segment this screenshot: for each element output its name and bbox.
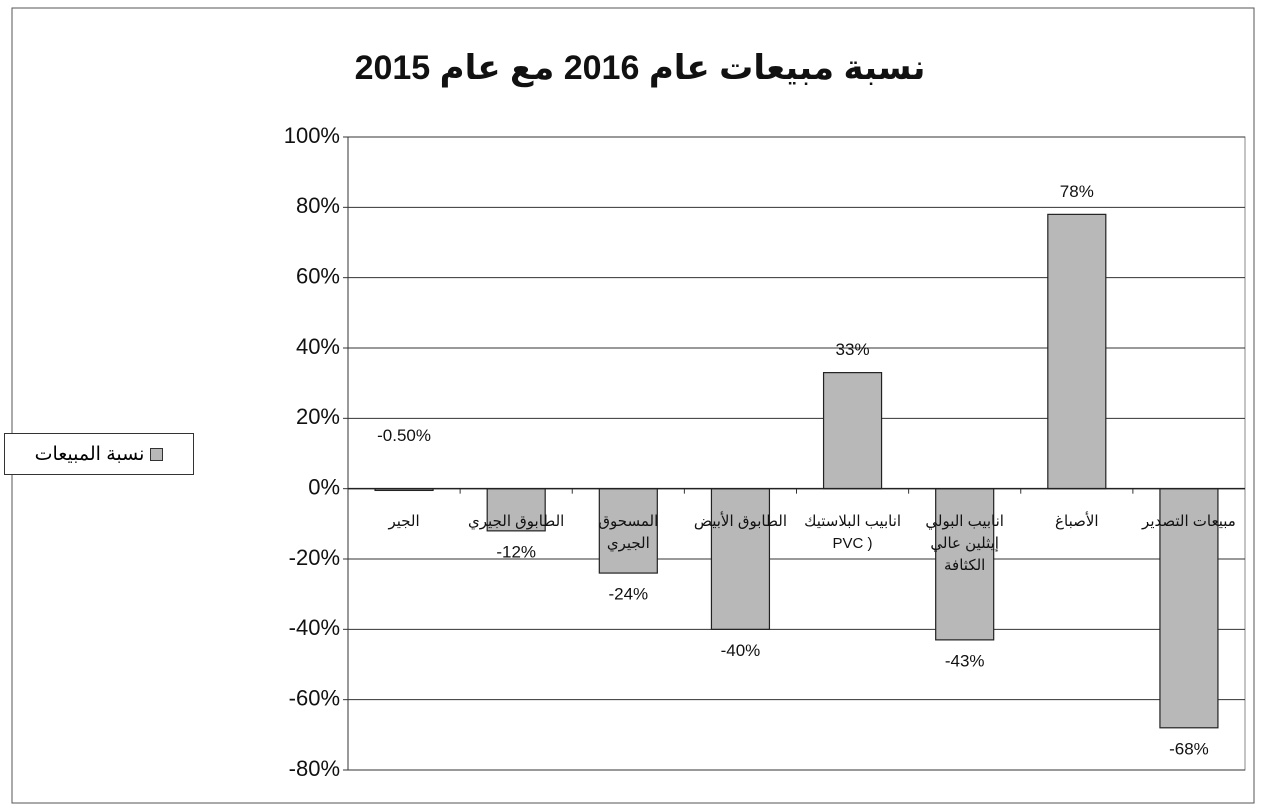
chart-frame bbox=[11, 7, 1255, 804]
x-tick-label: انابيب البلاستيك ( PVC bbox=[804, 512, 902, 552]
plot-area bbox=[347, 136, 1246, 771]
x-tick-label: المسحوق الجيري bbox=[598, 512, 659, 552]
data-label: -40% bbox=[721, 641, 761, 660]
bar bbox=[1047, 213, 1107, 490]
data-label: -0.50% bbox=[377, 426, 431, 445]
data-label: -12% bbox=[496, 542, 536, 561]
x-tick-label: الجير bbox=[388, 512, 420, 530]
y-tick-label: 80% bbox=[296, 193, 340, 218]
y-tick-label: 0% bbox=[308, 474, 340, 499]
bar bbox=[598, 488, 658, 574]
y-tick-label: -40% bbox=[289, 615, 340, 640]
x-tick-label: انابيب البولي إيثلين عالي الكثافة bbox=[925, 512, 1004, 574]
y-tick-label: 20% bbox=[296, 404, 340, 429]
data-label: 78% bbox=[1060, 182, 1094, 201]
y-tick-label: 60% bbox=[296, 263, 340, 288]
x-tick-label: الطابوق الجيري bbox=[468, 512, 565, 530]
data-label: -43% bbox=[945, 651, 985, 670]
y-tick-label: -80% bbox=[289, 756, 340, 781]
y-tick-label: -20% bbox=[289, 545, 340, 570]
y-tick-label: 100% bbox=[284, 123, 340, 148]
bar bbox=[1159, 488, 1219, 729]
chart-title: نسبة مبيعات عام 2016 مع عام 2015 bbox=[355, 49, 926, 88]
bar bbox=[822, 372, 883, 490]
x-tick-label: الطابوق الأبيض bbox=[693, 512, 788, 530]
legend-swatch bbox=[150, 447, 164, 461]
x-tick-label: الأصباغ bbox=[1055, 512, 1099, 530]
y-tick-label: -60% bbox=[289, 685, 340, 710]
legend: نسبة المبيعات bbox=[4, 433, 194, 475]
data-label: -68% bbox=[1169, 739, 1209, 758]
legend-label: نسبة المبيعات bbox=[34, 443, 145, 465]
x-tick-label: مبيعات التصدير bbox=[1142, 512, 1236, 530]
bar bbox=[710, 488, 771, 630]
y-tick-label: 40% bbox=[296, 334, 340, 359]
data-label: 33% bbox=[836, 340, 870, 359]
data-label: -24% bbox=[608, 585, 648, 604]
